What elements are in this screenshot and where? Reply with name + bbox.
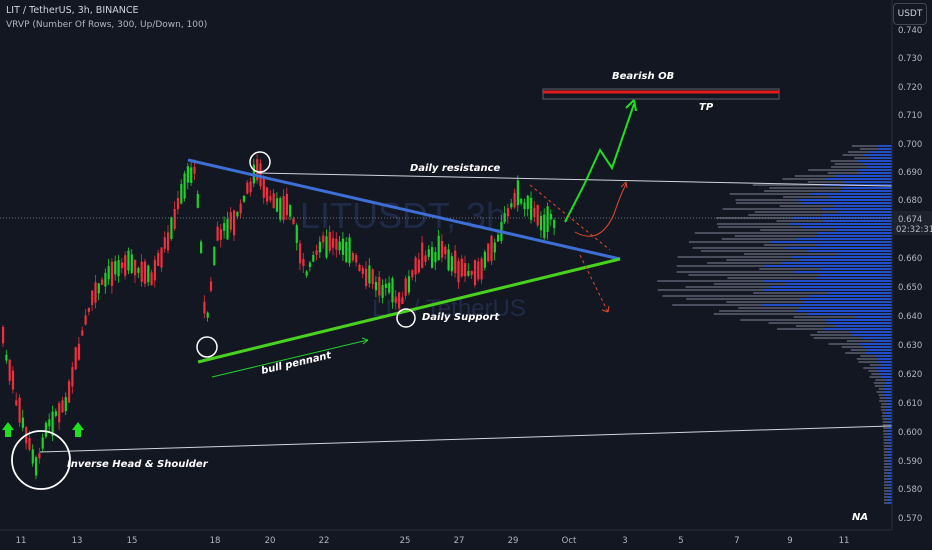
time-tick-label: 25 (400, 536, 411, 546)
price-tick-label: 0.600 (898, 428, 922, 438)
pivot-circle-top (249, 151, 271, 173)
volume-profile (657, 145, 892, 504)
price-tick-label: 0.610 (898, 399, 922, 409)
price-tick-label: 0.580 (898, 485, 922, 495)
time-tick-label: 9 (787, 536, 792, 546)
time-tick-label: Oct (562, 536, 577, 546)
price-tick-label: 0.740 (898, 26, 922, 36)
symbol-title: LIT / TetherUS, 3h, BINANCE (6, 5, 139, 16)
neckline (39, 425, 893, 453)
pivot-circle-support (396, 308, 416, 328)
price-tick-label: 0.630 (898, 341, 922, 351)
time-tick-label: 3 (622, 536, 627, 546)
price-tick-label: 0.680 (898, 196, 922, 206)
current-price-tag (893, 211, 932, 235)
time-tick-label: 15 (127, 536, 138, 546)
time-tick-label: 7 (734, 536, 739, 546)
price-tick-label: 0.720 (898, 83, 922, 93)
current-price-value: 0.674 (898, 215, 922, 225)
right-shoulder-arrow-icon (72, 422, 84, 437)
bull-pennant-arrow (211, 339, 369, 378)
lower-support-trendline (197, 257, 621, 364)
time-tick-label: 27 (454, 536, 465, 546)
bearish-ob-zone (542, 88, 780, 100)
na-label: NA (852, 512, 868, 523)
pivot-circle-low (196, 336, 218, 358)
currency-button[interactable]: USDT (893, 3, 927, 25)
price-tick-label: 0.620 (898, 370, 922, 380)
daily-resistance-label: Daily resistance (410, 163, 501, 174)
time-tick-label: 20 (265, 536, 276, 546)
price-tick-label: 0.700 (898, 140, 922, 150)
time-axis[interactable]: 11 13 15 18 20 22 25 27 29 Oct 3 5 7 9 11 (0, 529, 892, 546)
time-tick-label: 5 (678, 536, 683, 546)
price-tick-label: 0.730 (898, 54, 922, 64)
time-tick-label: 11 (839, 536, 850, 546)
head-circle (11, 430, 71, 490)
red-dashed-guide (529, 184, 611, 251)
retest-curve-arrow (574, 183, 627, 237)
price-tick-label: 0.710 (898, 111, 922, 121)
bull-pennant-label: bull pennant (260, 350, 333, 377)
price-tick-label: 0.570 (898, 514, 922, 524)
candlesticks (2, 154, 556, 480)
upper-resistance-trendline (187, 158, 621, 261)
watermark-main: LITUSDT, 3h (300, 195, 506, 236)
time-tick-label: 13 (72, 536, 83, 546)
daily-support-label: Daily Support (422, 312, 500, 323)
price-tick-label: 0.690 (898, 168, 922, 178)
price-tick-label: 0.590 (898, 457, 922, 467)
time-tick-label: 22 (319, 536, 330, 546)
left-shoulder-arrow-icon (2, 422, 14, 437)
candle-countdown: 02:32:31 (896, 225, 932, 235)
indicator-legend: VRVP (Number Of Rows, 300, Up/Down, 100) (6, 20, 208, 30)
daily-resistance-line (257, 172, 893, 187)
bearish-ob-label: Bearish OB (612, 71, 674, 82)
time-tick-label: 11 (16, 536, 27, 546)
price-tick-label: 0.660 (898, 254, 922, 264)
price-tick-label: 0.650 (898, 283, 922, 293)
breakdown-dashed-arrow (579, 254, 609, 313)
time-tick-label: 29 (508, 536, 519, 546)
price-tick-label: 0.640 (898, 312, 922, 322)
bullish-projection-arrow (564, 103, 635, 223)
price-axis[interactable]: 0.740 0.730 0.720 0.710 0.700 0.690 0.680 0.660… (891, 0, 932, 550)
time-tick-label: 18 (210, 536, 221, 546)
inverse-hs-label: Inverse Head & Shoulder (67, 459, 209, 470)
tp-label: TP (699, 102, 714, 113)
